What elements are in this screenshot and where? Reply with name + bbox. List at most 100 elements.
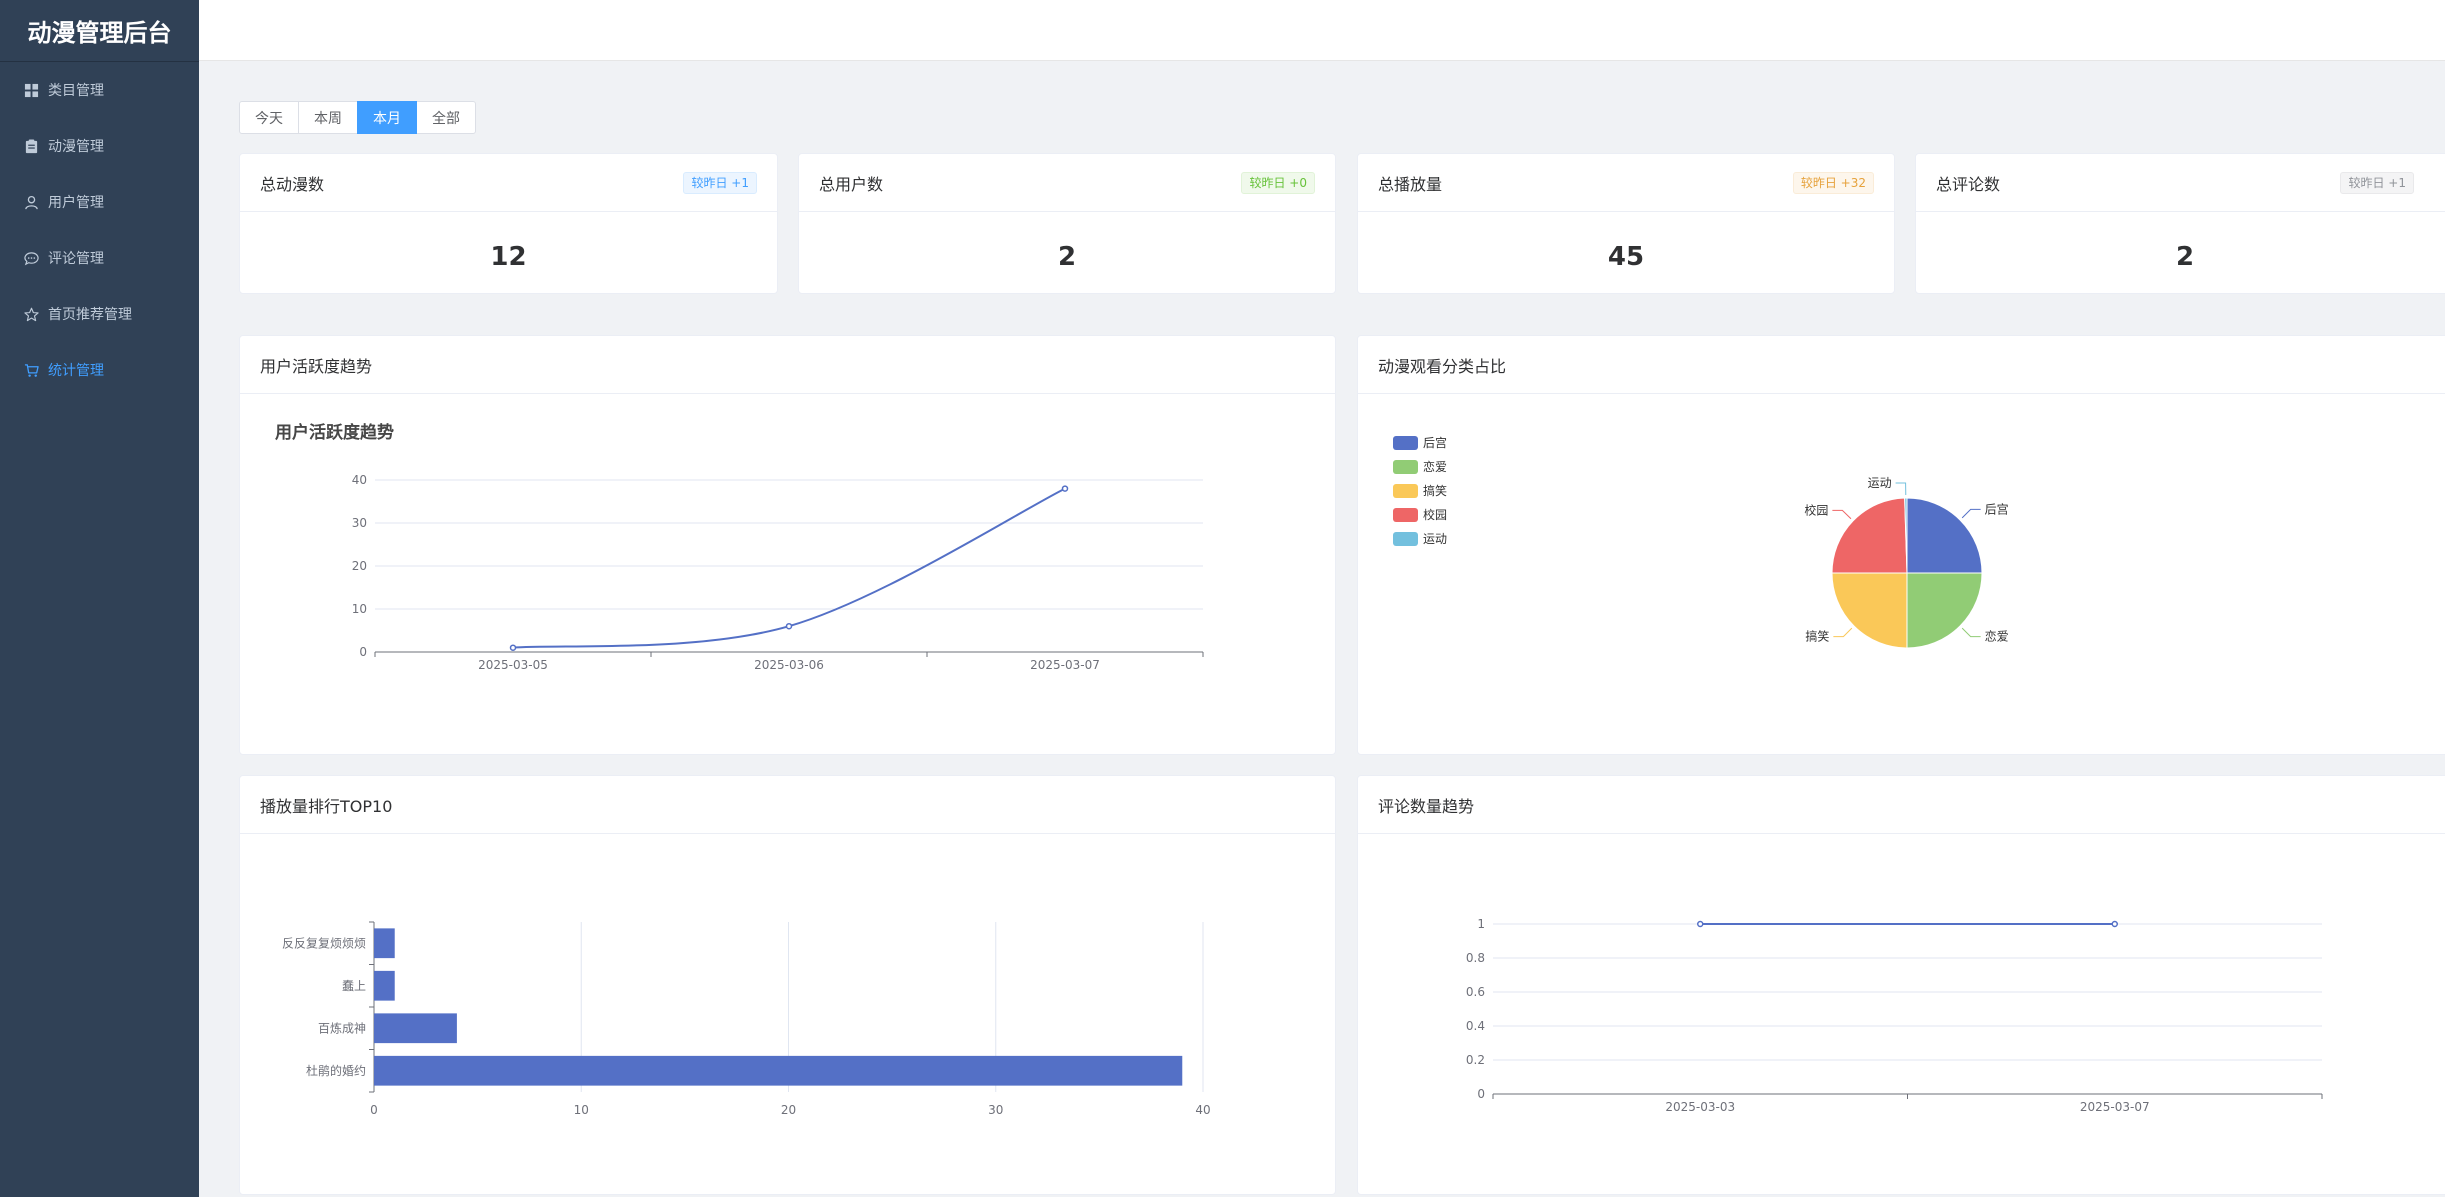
- panel-header: 播放量排行TOP10: [240, 776, 1335, 834]
- x-tick-label: 2025-03-07: [2080, 1100, 2150, 1114]
- pie-label-line: [1833, 627, 1853, 638]
- y-tick-label: 杜鹃的婚约: [306, 1063, 366, 1078]
- data-point: [785, 622, 793, 630]
- x-tick-label: 10: [574, 1103, 589, 1117]
- panel-category-share: 动漫观看分类占比 后宫 恋爱 搞笑 校园 运动 后宫 恋爱 搞笑 校园 运动: [1357, 335, 2445, 755]
- sidebar: 动漫管理后台 类目管理 动漫管理 用户管理 评论管理: [0, 0, 199, 1197]
- legend-label: 恋爱: [1423, 459, 1447, 474]
- cart-icon: [23, 362, 39, 378]
- stat-title: 总评论数: [1936, 174, 2001, 194]
- sidebar-item-anime[interactable]: 动漫管理: [0, 118, 199, 174]
- x-tick-label: 20: [781, 1103, 796, 1117]
- sidebar-item-label: 首页推荐管理: [48, 307, 132, 323]
- x-tick-label: 2025-03-07: [1030, 658, 1100, 672]
- pie-slice: [1831, 572, 1908, 649]
- x-tick-label: 2025-03-03: [1665, 1100, 1735, 1114]
- tab-today[interactable]: 今天: [239, 101, 299, 134]
- tab-this-week[interactable]: 本周: [298, 101, 358, 134]
- sidebar-item-label: 用户管理: [48, 195, 104, 211]
- sidebar-item-label: 统计管理: [48, 363, 104, 379]
- pie-slice-label: 恋爱: [1985, 629, 2009, 644]
- pie-label-line: [1832, 509, 1852, 520]
- y-tick-label: 20: [352, 559, 367, 573]
- data-point: [2111, 920, 2118, 928]
- pie-slice: [1906, 497, 1983, 574]
- pie-slice-label: 运动: [1868, 476, 1892, 490]
- chart-title: 用户活跃度趋势: [275, 422, 394, 443]
- y-tick-label: 反反复复烦烦烦: [282, 936, 366, 950]
- stat-value: 2: [2175, 242, 2195, 272]
- x-tick-label: 2025-03-06: [754, 658, 824, 672]
- time-range-tabs: 今天 本周 本月 全部: [239, 101, 476, 134]
- bar: [374, 970, 395, 1001]
- y-tick-label: 0.4: [1466, 1019, 1485, 1033]
- pie-slice-label: 校园: [1804, 502, 1828, 517]
- panel-header: 动漫观看分类占比: [1358, 336, 2445, 394]
- tab-all[interactable]: 全部: [416, 101, 476, 134]
- stat-badge: 较昨日 +0: [1241, 171, 1315, 194]
- bar: [374, 1055, 1183, 1086]
- bar: [374, 928, 395, 959]
- y-tick-label: 10: [352, 602, 367, 616]
- legend-swatch: [1393, 508, 1418, 522]
- star-icon: [23, 306, 39, 322]
- top-header: [199, 0, 2445, 61]
- y-tick-label: 40: [352, 473, 367, 487]
- x-tick-label: 30: [988, 1103, 1003, 1117]
- y-tick-label: 0.8: [1466, 951, 1485, 965]
- stat-card-total-users: 总用户数 较昨日 +0 2: [798, 153, 1336, 294]
- y-tick-label: 0: [1477, 1087, 1485, 1101]
- y-tick-label: 30: [352, 516, 367, 530]
- stat-value: 45: [1607, 242, 1645, 272]
- pie-slice: [1906, 572, 1983, 649]
- pie-label-line: [1961, 627, 1981, 638]
- clipboard-icon: [23, 138, 39, 154]
- stat-value: 12: [490, 242, 527, 272]
- stat-value: 2: [1057, 242, 1077, 272]
- sidebar-item-statistics[interactable]: 统计管理: [0, 342, 199, 398]
- legend-label: 校园: [1423, 507, 1447, 522]
- pie-label-line: [1961, 508, 1981, 519]
- pie-slice: [1831, 497, 1908, 574]
- y-tick-label: 0.2: [1466, 1053, 1485, 1067]
- x-tick-label: 40: [1195, 1103, 1210, 1117]
- bar: [374, 1013, 457, 1044]
- sidebar-item-comments[interactable]: 评论管理: [0, 230, 199, 286]
- top10-bar-chart: 0 10 20 30 40 杜鹃的婚约 百炼成神 蠢上 反反复复烦烦烦: [282, 921, 1211, 1117]
- y-tick-label: 蠢上: [342, 978, 366, 993]
- stat-card-total-plays: 总播放量 较昨日 +32 45: [1357, 153, 1895, 294]
- panel-user-activity: 用户活跃度趋势 用户活跃度趋势 0 10 20 30 40 2025-03-05 2025-0…: [239, 335, 1336, 755]
- legend-label: 搞笑: [1423, 483, 1447, 498]
- grid-icon: [23, 82, 39, 98]
- stat-title: 总用户数: [819, 174, 884, 194]
- panel-play-top10: 播放量排行TOP10 0 10 20 30 40 杜鹃的婚约 百炼成神 蠢上 反反复复烦烦烦: [239, 775, 1336, 1195]
- legend-swatch: [1393, 532, 1418, 546]
- pie-slice-label: 搞笑: [1805, 629, 1829, 644]
- data-point: [1061, 485, 1069, 492]
- sidebar-item-users[interactable]: 用户管理: [0, 174, 199, 230]
- legend-label: 运动: [1423, 532, 1447, 546]
- legend-swatch: [1393, 460, 1418, 474]
- sidebar-menu: 类目管理 动漫管理 用户管理 评论管理 首页推荐管理: [0, 62, 199, 398]
- tab-this-month[interactable]: 本月: [357, 101, 417, 134]
- sidebar-item-category[interactable]: 类目管理: [0, 62, 199, 118]
- legend-swatch: [1393, 436, 1418, 450]
- stat-title: 总动漫数: [260, 174, 325, 194]
- sidebar-item-home-recommend[interactable]: 首页推荐管理: [0, 286, 199, 342]
- stat-card-total-comments: 总评论数 较昨日 +1 2: [1915, 153, 2445, 294]
- y-tick-label: 1: [1477, 917, 1485, 931]
- data-point: [509, 644, 517, 651]
- panel-comment-trend: 评论数量趋势 0 0.2 0.4 0.6 0.8 1 2025-03-03 2025-03-0…: [1357, 775, 2445, 1195]
- app-title: 动漫管理后台: [0, 0, 199, 62]
- user-icon: [23, 194, 39, 210]
- activity-line-chart: 用户活跃度趋势 0 10 20 30 40 2025-03-05 2025-03-06 2025…: [275, 422, 1204, 672]
- stat-title: 总播放量: [1378, 174, 1443, 194]
- panel-header: 评论数量趋势: [1358, 776, 2445, 834]
- y-tick-label: 百炼成神: [318, 1020, 366, 1035]
- y-tick-label: 0: [359, 645, 367, 659]
- stat-badge: 较昨日 +32: [1792, 171, 1874, 194]
- panel-header: 用户活跃度趋势: [240, 336, 1335, 394]
- pie-label-line: [1895, 482, 1907, 496]
- data-point: [1697, 920, 1704, 928]
